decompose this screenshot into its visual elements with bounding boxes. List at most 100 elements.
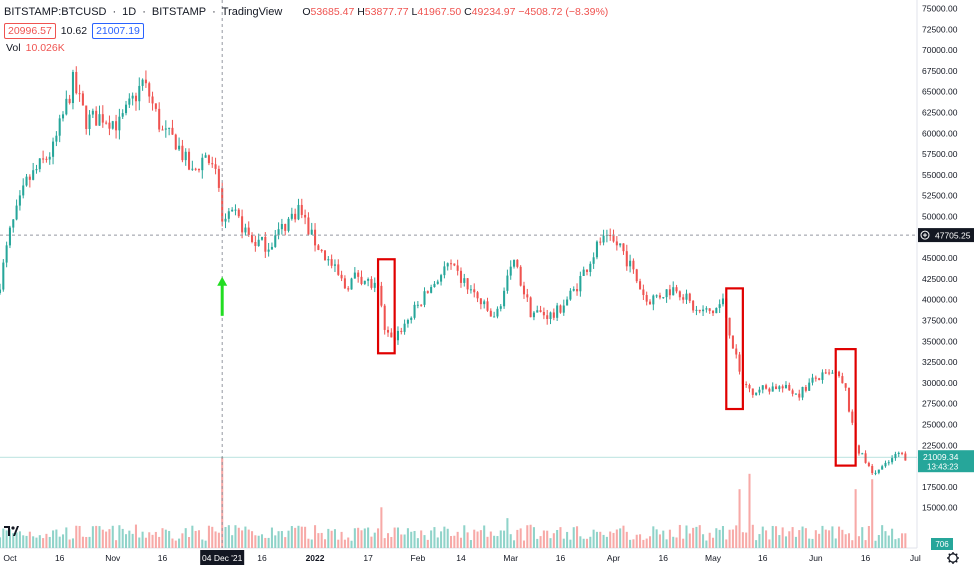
- candle-body: [88, 114, 91, 129]
- x-tick-label: Mar: [503, 553, 518, 563]
- candle-body: [765, 385, 768, 389]
- volume-bar: [241, 530, 244, 548]
- volume-bar: [542, 530, 545, 548]
- volume-bar: [367, 527, 370, 548]
- volume-bar: [559, 527, 562, 548]
- candle-body: [602, 235, 605, 243]
- candle-body: [901, 452, 904, 454]
- buy-price-box[interactable]: 21007.19: [92, 23, 144, 39]
- volume-bar: [847, 533, 851, 548]
- symbol-label[interactable]: BITSTAMP:BTCUSD: [4, 6, 107, 18]
- volume-bar: [499, 530, 502, 548]
- candle-body: [22, 185, 25, 196]
- tradingview-logo-icon[interactable]: [4, 526, 19, 536]
- volume-bar: [42, 538, 45, 548]
- volume-bar: [479, 530, 482, 548]
- candle-body: [791, 390, 794, 394]
- candle-body: [682, 297, 685, 300]
- candle-body: [380, 285, 383, 306]
- volume-bar: [380, 507, 383, 548]
- candle-body: [178, 145, 181, 150]
- y-tick-label: 72500.00: [922, 24, 958, 34]
- candle-body: [211, 163, 214, 165]
- candle-body: [506, 275, 509, 291]
- candle-body: [861, 453, 864, 455]
- candle-body: [851, 411, 854, 423]
- candle-body: [12, 219, 15, 228]
- high-value: 53877.77: [364, 6, 409, 18]
- y-tick-label: 30000.00: [922, 378, 958, 388]
- x-tick-label: 16: [257, 553, 267, 563]
- candle-body: [476, 292, 479, 299]
- open-value: 53685.47: [310, 6, 355, 18]
- candle-body: [781, 386, 784, 389]
- volume-bar: [678, 524, 681, 548]
- volume-bar: [771, 525, 774, 548]
- candle-body: [609, 234, 612, 236]
- volume-bar: [824, 529, 827, 548]
- sell-price-box[interactable]: 20996.57: [4, 23, 56, 39]
- candle-body: [874, 472, 877, 474]
- volume-bar: [619, 528, 622, 548]
- volume-bar: [144, 537, 147, 548]
- volume-bar: [751, 524, 754, 548]
- volume-bar: [854, 489, 857, 548]
- interval-label[interactable]: 1D: [122, 6, 137, 18]
- candle-body: [516, 259, 519, 267]
- volume-bar: [489, 531, 492, 548]
- candle-body: [622, 243, 625, 252]
- settings-gear-icon[interactable]: [948, 553, 958, 563]
- volume-bar: [390, 536, 393, 548]
- settings-gear-icon: [955, 560, 958, 563]
- candle-body: [280, 224, 283, 230]
- tradingview-logo-icon: [11, 526, 15, 530]
- volume-bar: [794, 536, 797, 548]
- candle-body: [297, 204, 300, 220]
- volume-bar: [579, 536, 582, 548]
- candle-body: [314, 229, 317, 246]
- settings-gear-icon: [948, 553, 951, 556]
- candle-body: [539, 310, 542, 312]
- x-tick-label: 14: [456, 553, 466, 563]
- volume-bar: [496, 536, 499, 548]
- candle-body: [897, 452, 900, 455]
- volume-bar: [360, 530, 363, 548]
- volume-bar: [2, 528, 5, 548]
- candle-body: [615, 241, 618, 246]
- volume-bar: [662, 530, 665, 548]
- candle-body: [201, 157, 204, 171]
- chart-legend: BITSTAMP:BTCUSD · 1D · BITSTAMP · Tradin…: [4, 6, 609, 18]
- volume-bar: [297, 525, 300, 548]
- candle-body: [572, 289, 575, 291]
- volume-bar: [788, 531, 791, 548]
- volume-bar: [287, 530, 290, 548]
- volume-bar: [887, 535, 890, 548]
- candle-body: [214, 164, 217, 169]
- volume-bar: [383, 538, 386, 548]
- volume-bar: [675, 537, 678, 548]
- candle-body: [675, 287, 678, 292]
- crosshair-plus-icon: [920, 230, 930, 240]
- volume-bar: [721, 526, 724, 548]
- x-tick-label: Oct: [3, 553, 17, 563]
- volume-bar: [443, 526, 446, 548]
- candle-body: [75, 71, 78, 94]
- candle-body: [755, 392, 758, 395]
- volume-bar: [708, 532, 711, 548]
- candle-body: [367, 279, 370, 281]
- candle-body: [241, 216, 244, 233]
- volume-bar: [188, 537, 191, 548]
- volume-bar: [174, 540, 177, 548]
- volume-bar: [304, 526, 307, 548]
- volume-bar: [632, 539, 635, 548]
- volume-bar: [85, 536, 88, 548]
- volume-bar: [798, 530, 801, 548]
- candle-body: [350, 278, 353, 290]
- candle-body: [58, 118, 61, 136]
- x-tick-label: 17: [363, 553, 373, 563]
- candle-body: [768, 388, 771, 392]
- y-tick-label: 42500.00: [922, 274, 958, 284]
- candle-body: [715, 307, 718, 314]
